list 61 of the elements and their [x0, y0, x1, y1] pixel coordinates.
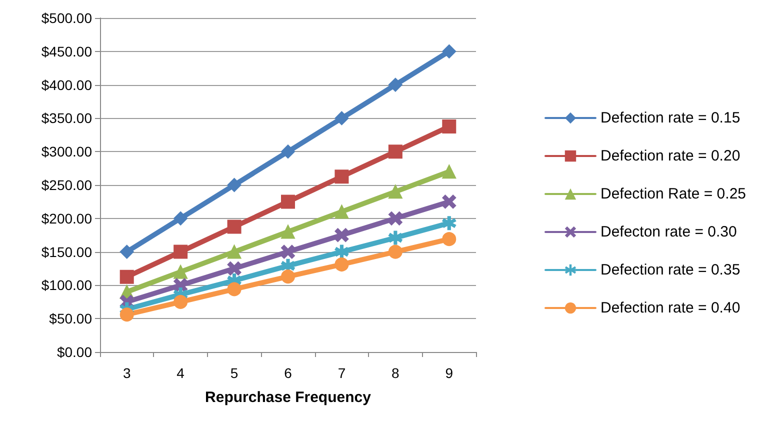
point: [334, 244, 349, 259]
y-tick-label: $50.00: [49, 310, 92, 327]
point: [227, 244, 242, 259]
point: [227, 262, 242, 276]
point: [442, 164, 456, 179]
legend-label: Defection rate = 0.15: [600, 110, 740, 126]
point: [334, 228, 349, 242]
legend-label: Defection Rate = 0.25: [600, 186, 746, 202]
x-tick-label: 7: [338, 365, 346, 381]
x-tick-label: 9: [445, 365, 454, 381]
legend-label: Defecton rate = 0.30: [600, 224, 737, 240]
point: [174, 264, 188, 279]
point: [388, 144, 402, 159]
point: [281, 224, 295, 239]
y-tick-label: $200.00: [41, 210, 92, 226]
point: [442, 194, 456, 209]
point: [281, 144, 295, 159]
point: [120, 244, 134, 259]
point: [442, 232, 456, 246]
y-tick-label: $300.00: [41, 144, 92, 160]
y-tick-label: $250.00: [41, 177, 92, 193]
y-tick-label: $450.00: [41, 43, 92, 60]
point: [227, 178, 242, 192]
x-axis-title: Repurchase Frequency: [205, 389, 372, 406]
point: [174, 294, 188, 309]
point: [388, 78, 402, 92]
y-tick-label: $400.00: [41, 76, 92, 93]
x-tick-label: 6: [284, 365, 292, 381]
point: [388, 211, 402, 226]
y-tick-label: $500.00: [41, 10, 92, 26]
point: [334, 111, 349, 126]
point: [442, 216, 456, 230]
point: [388, 230, 402, 245]
point: [281, 244, 295, 259]
y-tick-label: $350.00: [41, 110, 92, 126]
point: [442, 44, 456, 58]
point: [174, 211, 188, 226]
point: [227, 282, 242, 296]
x-tick-label: 4: [176, 365, 185, 381]
point: [442, 120, 456, 134]
y-tick-label: $100.00: [41, 277, 92, 294]
x-tick-label: 8: [392, 365, 400, 381]
point: [174, 278, 188, 292]
point: [281, 270, 295, 284]
legend-label: Defection rate = 0.35: [600, 262, 740, 278]
y-tick-label: $0.00: [56, 344, 92, 360]
point: [227, 220, 242, 234]
point: [120, 308, 134, 322]
point: [334, 257, 349, 272]
point: [388, 184, 402, 199]
y-tick-label: $150.00: [41, 244, 92, 260]
point: [281, 194, 295, 209]
point: [334, 170, 349, 184]
legend-label: Defection rate = 0.20: [600, 148, 740, 164]
point: [120, 270, 134, 284]
point: [388, 244, 402, 259]
point: [174, 244, 188, 259]
legend-label: Defection rate = 0.40: [600, 300, 740, 316]
x-tick-label: 5: [230, 365, 238, 381]
point: [334, 204, 349, 219]
x-tick-label: 3: [122, 365, 131, 381]
